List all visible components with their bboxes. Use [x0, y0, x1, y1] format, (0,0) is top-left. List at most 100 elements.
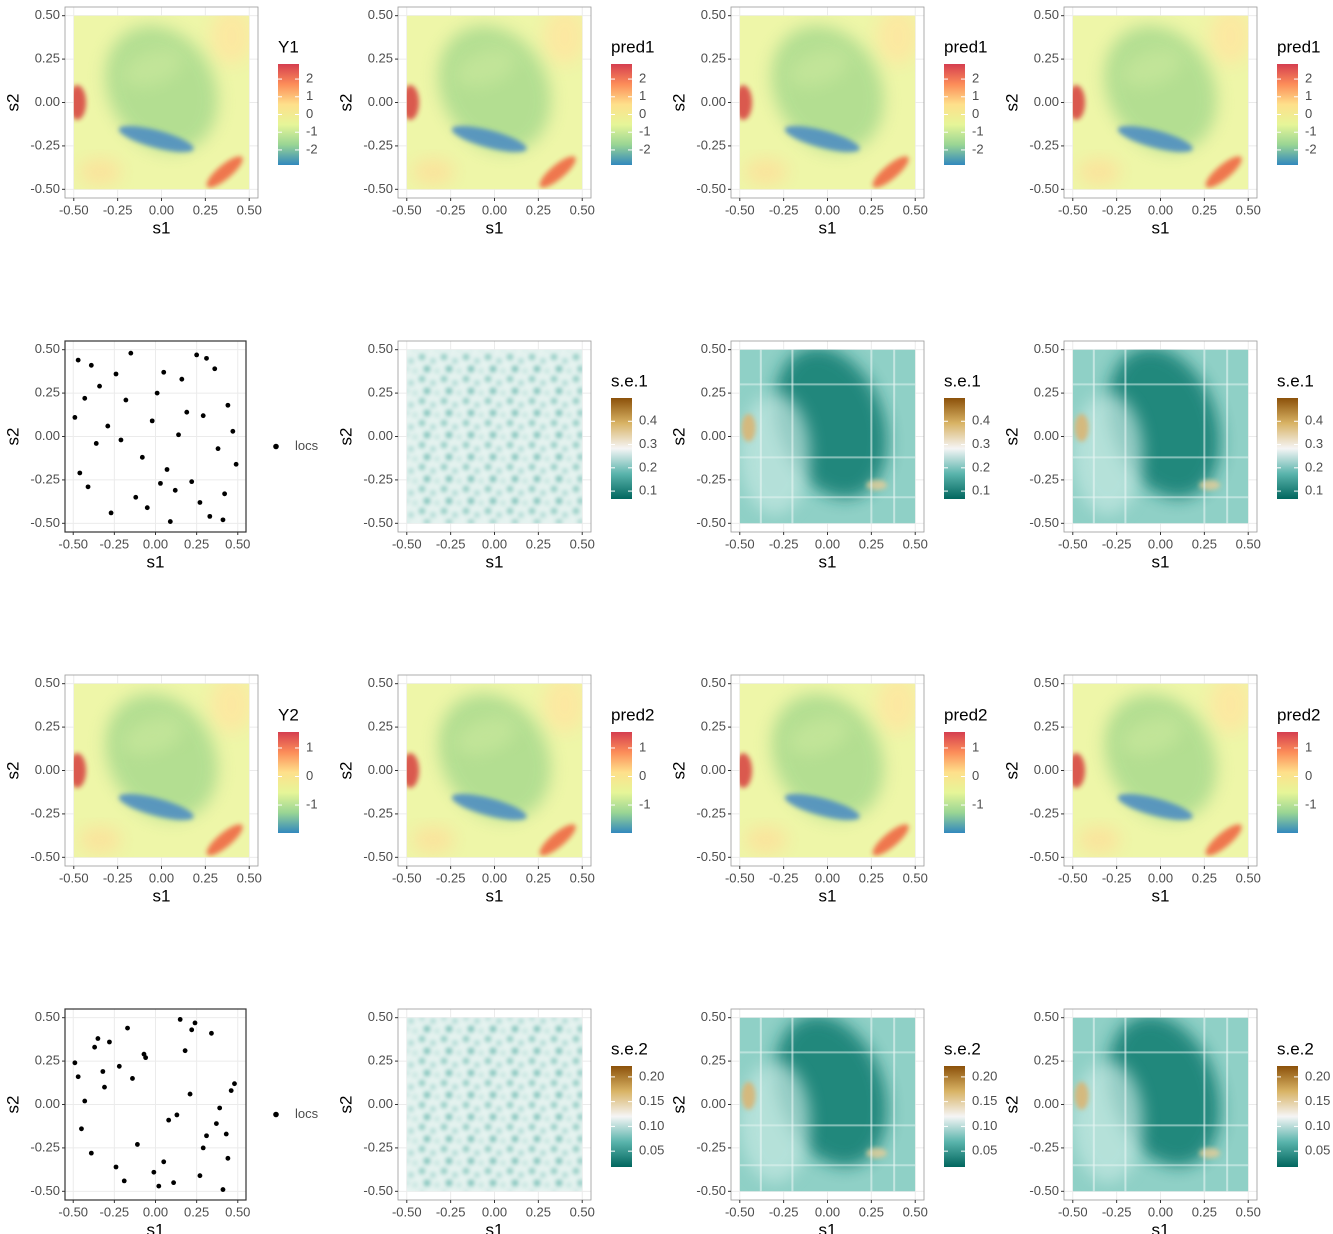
y-tick-label: 0.25 [368, 1053, 393, 1068]
x-tick-label: -0.25 [1102, 536, 1132, 551]
point [171, 1180, 177, 1186]
colorbar-label: 0.2 [1305, 459, 1323, 474]
y-tick-label: -0.50 [30, 515, 60, 530]
y-tick-label: 0.25 [1034, 719, 1059, 734]
x-tick-label: 0.50 [570, 536, 595, 551]
y-tick-label: -0.25 [363, 137, 393, 152]
x-tick-label: 0.50 [903, 202, 928, 217]
point [207, 513, 213, 519]
colorbar-label: 0.1 [972, 483, 990, 498]
legend-marker [273, 443, 279, 450]
point [182, 1048, 188, 1054]
x-axis-label: s1 [147, 1220, 165, 1234]
colorbar-label: 0 [306, 768, 313, 783]
y-tick-label: -0.25 [1029, 471, 1059, 486]
point [156, 1183, 162, 1189]
point [161, 1159, 167, 1165]
y-tick-label: -0.25 [363, 1139, 393, 1154]
y-axis-label: s2 [669, 762, 688, 780]
y-tick-label: 0.00 [368, 762, 393, 777]
panel: -0.50 -0.25 0.00 0.25 0.50 -0.50 -0.25 0.00 0.25… [1002, 6, 1320, 237]
point [92, 1044, 98, 1050]
y-axis-label: s2 [3, 1096, 22, 1114]
x-tick-label: -0.25 [769, 1204, 799, 1219]
colorbar-label: -1 [972, 124, 984, 139]
x-tick-label: 0.50 [1236, 1204, 1261, 1219]
colorbar-label: 0 [972, 768, 979, 783]
colorbar-label: -1 [972, 796, 984, 811]
point [125, 1025, 130, 1031]
y-tick-label: -0.50 [30, 849, 60, 864]
x-tick-label: -0.25 [436, 202, 466, 217]
panel: -0.50 -0.25 0.00 0.25 0.50 -0.50 -0.25 0.00 0.25… [1002, 674, 1320, 905]
point [197, 1173, 203, 1179]
y-axis-label: s2 [1002, 94, 1021, 112]
x-axis-label: s1 [147, 552, 165, 571]
point [82, 395, 88, 401]
colorbar-label: 0.20 [639, 1068, 664, 1083]
x-tick-label: -0.25 [1102, 202, 1132, 217]
colorbar-label: 1 [1305, 739, 1312, 754]
x-tick-label: 0.00 [1148, 536, 1173, 551]
x-tick-label: -0.25 [1102, 870, 1132, 885]
raster [1072, 349, 1249, 524]
legend-title: pred2 [611, 705, 654, 724]
y-axis-label: s2 [669, 1096, 688, 1114]
point [128, 350, 134, 356]
y-tick-label: 0.50 [35, 1009, 60, 1024]
x-tick-label: 0.00 [1148, 870, 1173, 885]
colorbar [1277, 1066, 1298, 1167]
point [141, 1051, 147, 1057]
x-tick-label: 0.00 [482, 202, 507, 217]
point [72, 1060, 78, 1066]
point [233, 461, 239, 467]
legend-title: s.e.2 [611, 1039, 648, 1058]
point [200, 413, 206, 419]
x-axis-label: s1 [819, 886, 837, 905]
point [113, 371, 119, 377]
colorbar-label: 1 [639, 88, 646, 103]
point [85, 484, 91, 490]
y-axis-label: s2 [3, 94, 22, 112]
y-axis-label: s2 [3, 762, 22, 780]
colorbar [944, 64, 965, 165]
colorbar-label: 2 [306, 70, 313, 85]
y-tick-label: -0.25 [1029, 137, 1059, 152]
raster [406, 15, 583, 190]
x-axis-label: s1 [1152, 1220, 1170, 1234]
x-tick-label: 0.25 [526, 1204, 551, 1219]
colorbar-label: 1 [972, 88, 979, 103]
x-axis-label: s1 [819, 552, 837, 571]
colorbar-label: -2 [306, 141, 318, 156]
legend-title: pred2 [944, 705, 987, 724]
y-tick-label: 0.25 [368, 51, 393, 66]
raster [739, 15, 916, 190]
point [158, 480, 163, 486]
x-tick-label: 0.25 [1192, 536, 1217, 551]
y-tick-label: 0.25 [701, 719, 726, 734]
y-tick-label: 0.25 [368, 385, 393, 400]
y-tick-label: 0.00 [368, 94, 393, 109]
x-tick-label: 0.25 [859, 870, 884, 885]
point [189, 1027, 195, 1033]
y-axis-label: s2 [1002, 1096, 1021, 1114]
point [166, 1117, 172, 1123]
colorbar-label: 0.3 [639, 436, 657, 451]
raster [406, 1017, 583, 1192]
point [102, 1084, 107, 1090]
y-axis-label: s2 [336, 428, 355, 446]
x-tick-label: -0.50 [725, 1204, 755, 1219]
x-tick-label: -0.25 [436, 1204, 466, 1219]
y-tick-label: 0.50 [701, 675, 726, 690]
x-tick-label: 0.50 [225, 536, 250, 551]
panel: -0.50 -0.25 0.00 0.25 0.50 -0.50 -0.25 0.00 0.25… [669, 340, 990, 571]
x-tick-label: 0.50 [570, 202, 595, 217]
colorbar-label: 2 [639, 70, 646, 85]
point [220, 517, 226, 523]
point [123, 397, 129, 403]
y-tick-label: -0.50 [363, 849, 393, 864]
x-tick-label: 0.25 [1192, 1204, 1217, 1219]
x-tick-label: -0.50 [392, 202, 422, 217]
colorbar [944, 732, 965, 833]
x-tick-label: 0.50 [903, 1204, 928, 1219]
